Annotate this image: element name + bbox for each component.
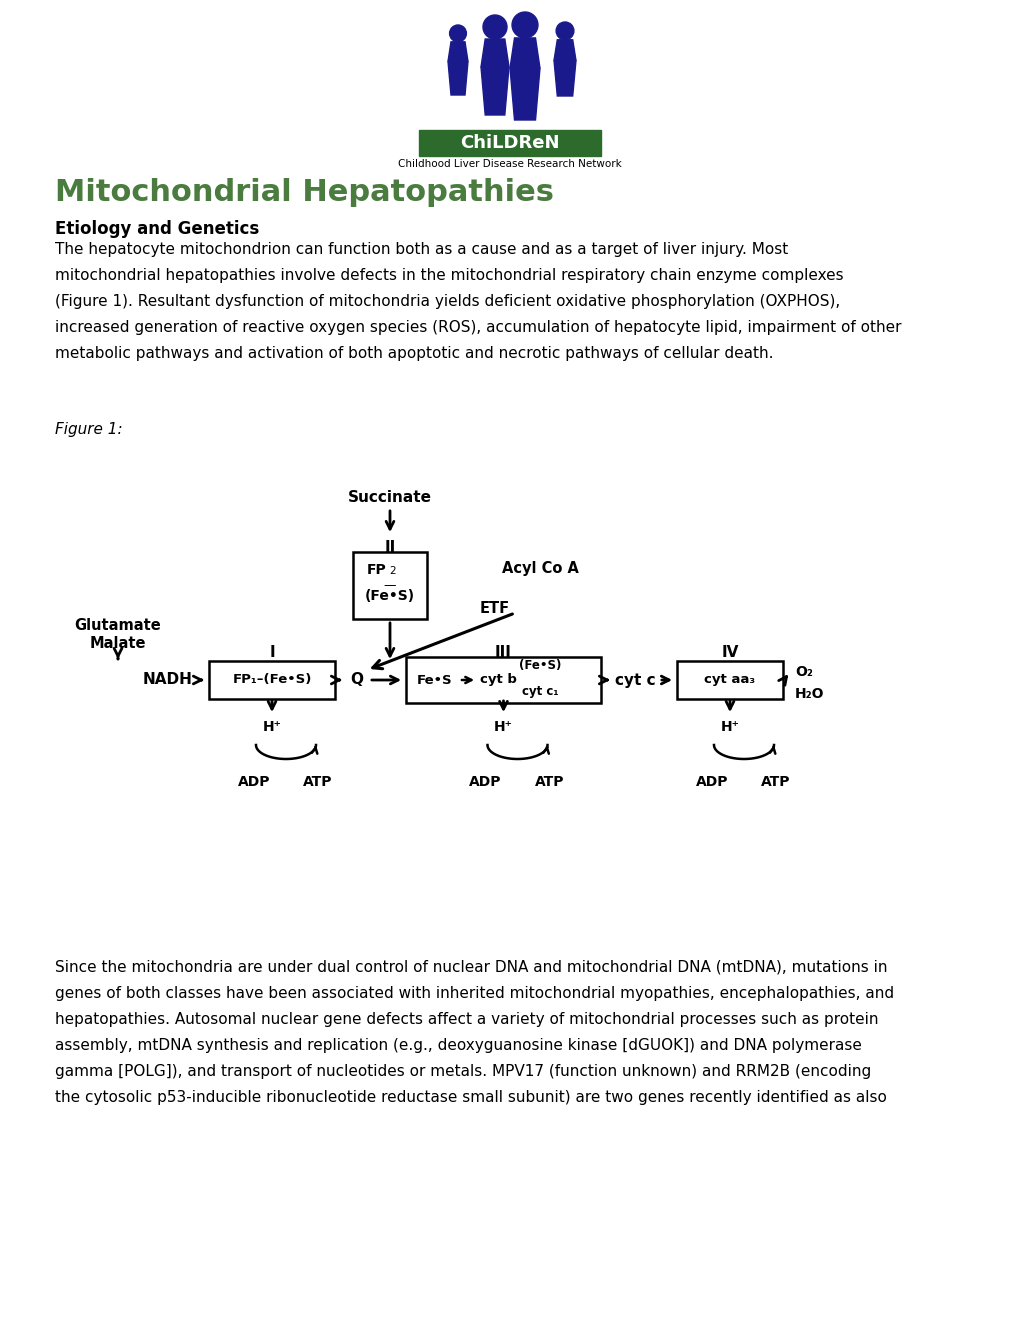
Text: ChiLDReN: ChiLDReN: [460, 135, 559, 152]
Text: Etiology and Genetics: Etiology and Genetics: [55, 220, 259, 238]
Text: mitochondrial hepatopathies involve defects in the mitochondrial respiratory cha: mitochondrial hepatopathies involve defe…: [55, 268, 843, 282]
Text: (Fe•S): (Fe•S): [519, 659, 560, 672]
Text: 2: 2: [389, 566, 395, 576]
Text: Succinate: Succinate: [347, 490, 432, 506]
Text: hepatopathies. Autosomal nuclear gene defects affect a variety of mitochondrial : hepatopathies. Autosomal nuclear gene de…: [55, 1012, 877, 1027]
Text: metabolic pathways and activation of both apoptotic and necrotic pathways of cel: metabolic pathways and activation of bot…: [55, 346, 772, 360]
FancyBboxPatch shape: [419, 129, 600, 156]
Text: I: I: [269, 645, 274, 660]
Text: Figure 1:: Figure 1:: [55, 422, 122, 437]
Text: cyt c: cyt c: [614, 672, 654, 688]
Text: (Fe•S): (Fe•S): [365, 589, 415, 603]
Polygon shape: [510, 69, 539, 120]
Text: ATP: ATP: [303, 775, 332, 789]
Polygon shape: [553, 40, 576, 61]
Text: ADP: ADP: [469, 775, 501, 789]
Text: H⁺: H⁺: [262, 719, 281, 734]
Text: H₂O: H₂O: [794, 686, 823, 701]
Text: ADP: ADP: [237, 775, 270, 789]
Circle shape: [449, 25, 466, 42]
FancyBboxPatch shape: [209, 661, 334, 700]
Circle shape: [483, 15, 506, 40]
Text: gamma [POLG]), and transport of nucleotides or metals. MPV17 (function unknown) : gamma [POLG]), and transport of nucleoti…: [55, 1064, 870, 1078]
Text: —: —: [383, 579, 395, 591]
Text: Fe•S: Fe•S: [417, 673, 452, 686]
Text: cyt c₁: cyt c₁: [522, 685, 558, 698]
Text: NADH: NADH: [143, 672, 193, 688]
FancyBboxPatch shape: [353, 552, 427, 619]
Text: Glutamate: Glutamate: [74, 618, 161, 634]
Polygon shape: [510, 38, 539, 69]
Text: H⁺: H⁺: [719, 719, 739, 734]
Text: Q: Q: [351, 672, 363, 688]
Text: increased generation of reactive oxygen species (ROS), accumulation of hepatocyt: increased generation of reactive oxygen …: [55, 319, 901, 335]
Text: Childhood Liver Disease Research Network: Childhood Liver Disease Research Network: [397, 158, 622, 169]
Text: cyt b: cyt b: [480, 673, 517, 686]
Text: Malate: Malate: [90, 636, 146, 651]
Circle shape: [555, 22, 574, 40]
Text: ADP: ADP: [695, 775, 728, 789]
Polygon shape: [481, 40, 508, 67]
Text: cyt aa₃: cyt aa₃: [704, 673, 755, 686]
Text: O₂: O₂: [794, 665, 812, 678]
Text: III: III: [494, 645, 512, 660]
Text: FP: FP: [367, 564, 386, 577]
Text: ATP: ATP: [760, 775, 790, 789]
Circle shape: [512, 12, 537, 38]
Polygon shape: [447, 42, 468, 62]
Text: IV: IV: [720, 645, 738, 660]
Polygon shape: [481, 67, 508, 115]
Text: Mitochondrial Hepatopathies: Mitochondrial Hepatopathies: [55, 178, 553, 207]
Text: ETF: ETF: [480, 601, 510, 616]
Text: Since the mitochondria are under dual control of nuclear DNA and mitochondrial D: Since the mitochondria are under dual co…: [55, 960, 887, 975]
Polygon shape: [447, 62, 468, 95]
Text: ATP: ATP: [534, 775, 564, 789]
Polygon shape: [553, 61, 576, 96]
Text: assembly, mtDNA synthesis and replication (e.g., deoxyguanosine kinase [dGUOK]) : assembly, mtDNA synthesis and replicatio…: [55, 1038, 861, 1053]
Text: (Figure 1). Resultant dysfunction of mitochondria yields deficient oxidative pho: (Figure 1). Resultant dysfunction of mit…: [55, 294, 840, 309]
Text: genes of both classes have been associated with inherited mitochondrial myopathi: genes of both classes have been associat…: [55, 986, 894, 1001]
Text: FP₁–(Fe•S): FP₁–(Fe•S): [232, 673, 312, 686]
Text: the cytosolic p53-inducible ribonucleotide reductase small subunit) are two gene: the cytosolic p53-inducible ribonucleoti…: [55, 1090, 886, 1105]
FancyBboxPatch shape: [406, 657, 600, 704]
Text: H⁺: H⁺: [493, 719, 513, 734]
Text: The hepatocyte mitochondrion can function both as a cause and as a target of liv: The hepatocyte mitochondrion can functio…: [55, 242, 788, 257]
Text: Acyl Co A: Acyl Co A: [501, 561, 579, 576]
Text: II: II: [384, 540, 395, 554]
FancyBboxPatch shape: [677, 661, 783, 700]
